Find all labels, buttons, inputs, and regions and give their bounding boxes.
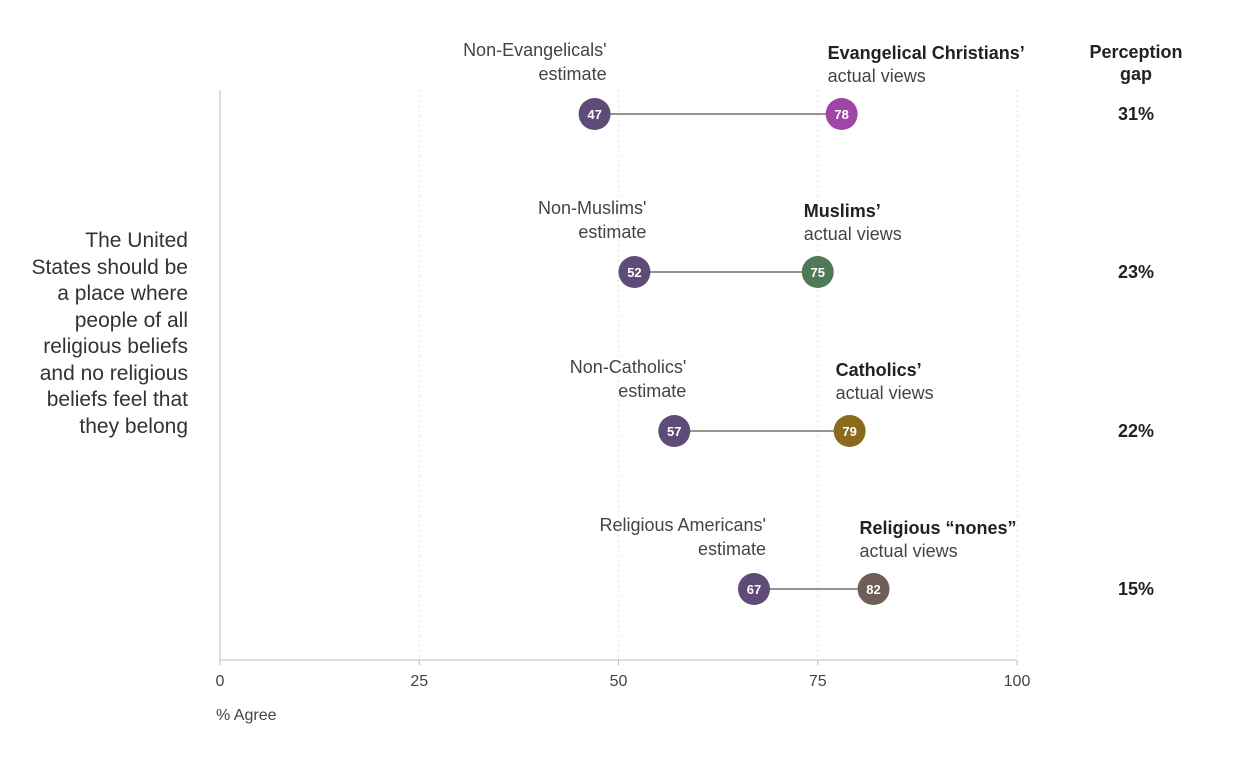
actual-dot [857,573,890,605]
estimate-label: Non-Catholics' [570,357,686,377]
actual-value-label: 75 [811,265,825,280]
actual-value-label: 82 [866,582,880,597]
actual-dot [825,98,858,130]
actual-views-label: actual views [836,383,934,403]
estimate-label: estimate [618,381,686,401]
actual-group-label: Catholics’ [836,360,922,380]
x-tick-label: 50 [610,673,628,690]
actual-value-label: 79 [842,424,856,439]
estimate-label: estimate [578,222,646,242]
estimate-dot [737,573,770,605]
actual-group-label: Religious “nones” [860,518,1017,538]
estimate-label: estimate [698,539,766,559]
x-tick-label: 75 [809,673,827,690]
actual-dot [833,415,866,447]
estimate-label: Non-Evangelicals' [463,40,607,60]
estimate-value-label: 67 [747,582,761,597]
actual-dot [801,256,834,288]
x-axis-label: % Agree [216,707,277,724]
x-tick-label: 25 [410,673,428,690]
actual-views-label: actual views [860,541,958,561]
perception-gap-header: Perception gap [1089,42,1183,84]
estimate-label: Non-Muslims' [538,198,646,218]
estimate-label: estimate [539,64,607,84]
actual-views-label: actual views [804,224,902,244]
estimate-label: Religious Americans' [599,515,766,535]
estimate-dot [658,415,691,447]
actual-value-label: 78 [834,107,848,122]
x-tick-label: 0 [216,673,225,690]
statement-label: The United States should be a place wher… [31,229,188,438]
actual-group-label: Muslims’ [804,201,881,221]
actual-views-label: actual views [828,66,926,86]
actual-group-label: Evangelical Christians’ [828,43,1025,63]
perception-gap-value: 23% [1118,262,1154,282]
perception-gap-value: 22% [1118,421,1154,441]
estimate-value-label: 52 [627,265,641,280]
perception-gap-value: 15% [1118,579,1154,599]
perception-gap-value: 31% [1118,104,1154,124]
estimate-dot [618,256,651,288]
estimate-dot [578,98,611,130]
estimate-value-label: 47 [587,107,601,122]
x-tick-label: 100 [1004,673,1031,690]
estimate-value-label: 57 [667,424,681,439]
